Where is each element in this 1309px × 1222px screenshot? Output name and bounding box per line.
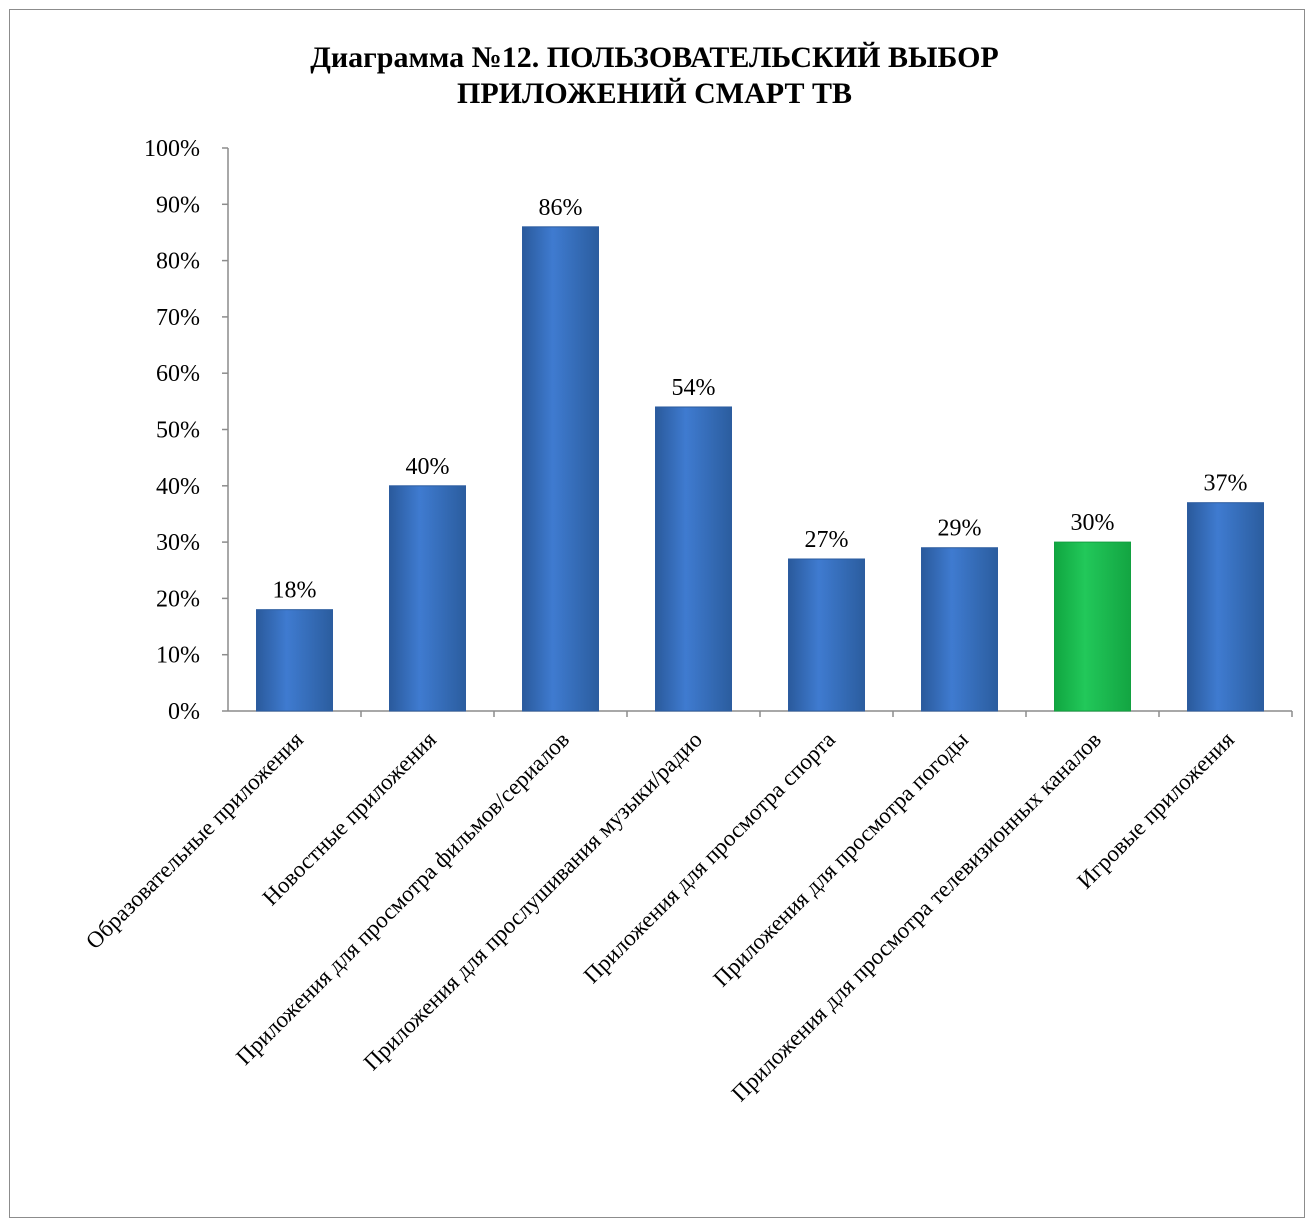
y-tick-label: 10% <box>156 643 200 669</box>
data-label: 18% <box>273 578 317 604</box>
data-label: 86% <box>539 195 583 221</box>
bar <box>522 226 599 712</box>
y-tick-label: 0% <box>168 699 200 725</box>
y-tick-label: 30% <box>156 530 200 556</box>
data-label: 40% <box>406 454 450 480</box>
y-tick-label: 90% <box>156 192 200 218</box>
y-tick-label: 40% <box>156 474 200 500</box>
bar <box>1187 502 1264 712</box>
y-tick-label: 80% <box>156 249 200 275</box>
data-label: 29% <box>938 516 982 542</box>
category-label: Образовательные приложения <box>81 727 308 954</box>
y-tick-label: 70% <box>156 305 200 331</box>
category-label: Приложения для просмотра погоды <box>708 727 973 992</box>
y-tick-label: 20% <box>156 586 200 612</box>
category-label: Приложения для просмотра спорта <box>579 727 840 988</box>
bar <box>1054 541 1131 712</box>
data-label: 54% <box>672 375 716 401</box>
bar <box>921 547 998 712</box>
y-tick-label: 100% <box>144 136 200 162</box>
data-label: 30% <box>1071 510 1115 536</box>
bar <box>655 406 732 712</box>
bar <box>788 558 865 712</box>
bar <box>389 485 466 712</box>
data-label: 27% <box>805 527 849 553</box>
data-label: 37% <box>1204 471 1248 497</box>
y-tick-label: 60% <box>156 361 200 387</box>
chart-title-line-2: ПРИЛОЖЕНИЙ СМАРТ ТВ <box>457 77 852 110</box>
chart-title-line-1: Диаграмма №12. ПОЛЬЗОВАТЕЛЬСКИЙ ВЫБОР <box>310 41 999 74</box>
bar <box>256 609 333 712</box>
y-tick-label: 50% <box>156 418 200 444</box>
